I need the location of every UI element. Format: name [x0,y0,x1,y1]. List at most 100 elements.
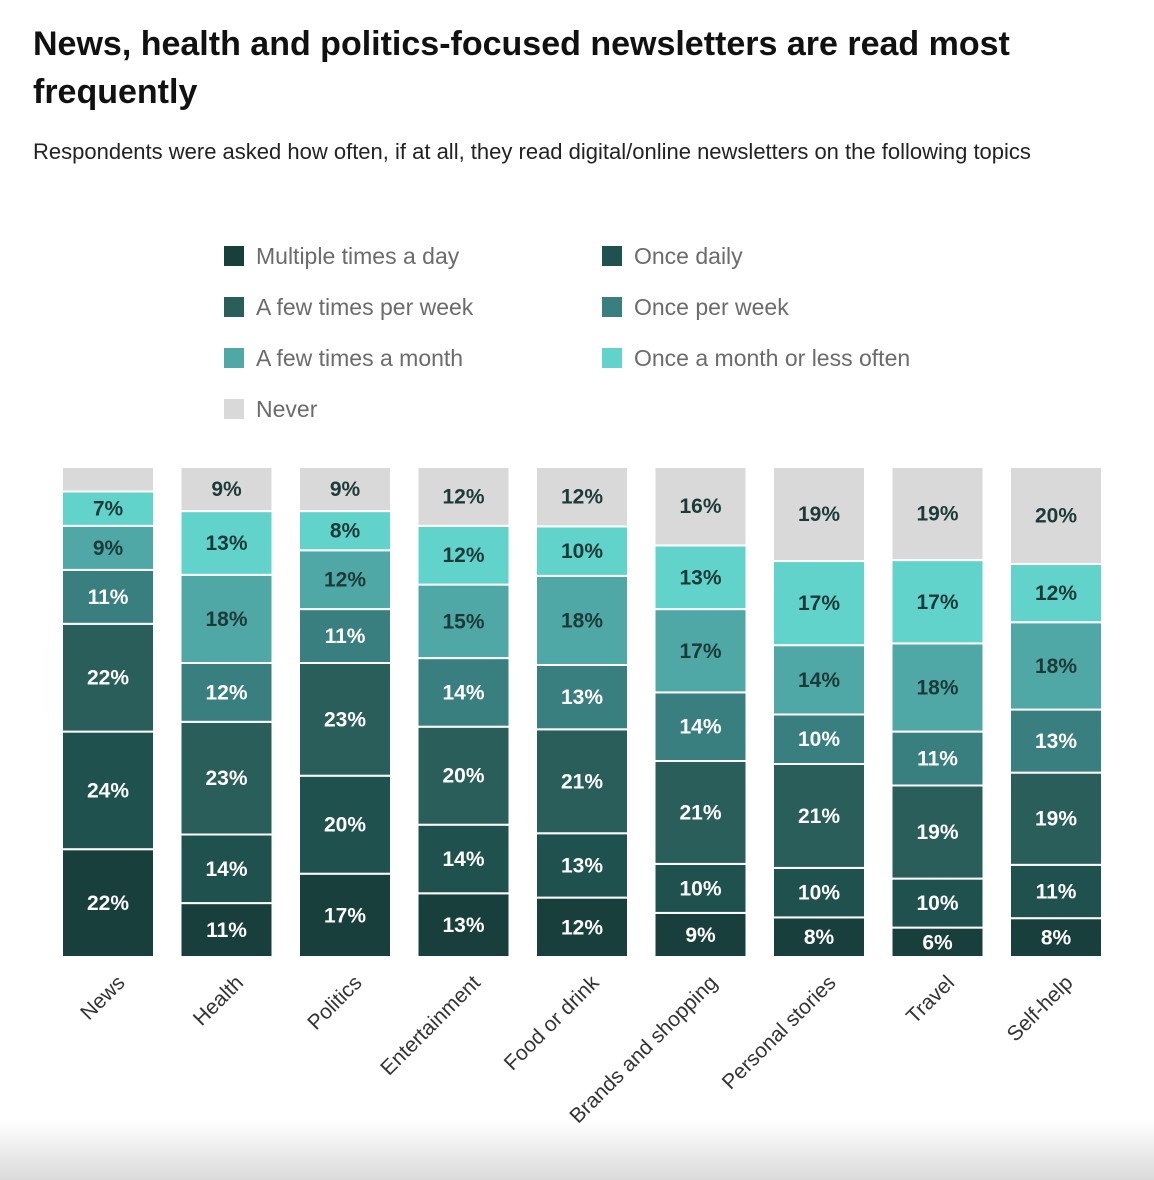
legend-item-few-month: A few times a month [224,343,463,373]
legend-label: A few times per week [256,293,474,320]
data-label: 22% [87,892,129,915]
bar-group-health: 11% 14% 23% 12% 18% 13% 9% [179,466,274,958]
data-label: 12% [561,486,603,509]
data-label: 6% [922,931,953,954]
data-label: 12% [324,569,366,592]
chart-title: News, health and politics-focused newsle… [33,25,1010,111]
bar-group-travel: 6% 10% 19% 11% 18% 17% 19% [890,466,985,958]
bar-segment-once-daily [416,823,511,895]
bar-group-politics: 17% 20% 23% 11% 12% 8% 9% [298,466,392,959]
data-label: 19% [916,821,958,844]
bar-segment-few-month [653,608,748,694]
data-label: 23% [324,708,366,731]
bar-segment-month-or-less [416,524,511,586]
bar-segment-multiple-daily [653,911,748,959]
data-label: 13% [205,532,247,555]
data-label: 14% [205,858,247,881]
data-label: 12% [1035,582,1077,605]
bar-segment-multiple-daily [416,892,511,958]
bar-segment-few-month [61,524,155,571]
data-label: 22% [87,667,129,690]
bar-segment-once-week [179,662,274,723]
data-label: 10% [561,540,603,563]
bar-segment-once-daily [535,832,629,899]
data-label: 11% [88,586,129,609]
legend-swatch [224,399,244,419]
bar-segment-never [535,466,629,528]
legend-item-month-or-less: Once a month or less often [602,343,910,373]
legend-swatch [602,348,622,368]
bar-segment-multiple-daily [1009,917,1103,958]
bar-segment-once-daily [298,774,392,875]
data-label: 17% [679,640,721,663]
legend-item-once-week: Once per week [602,292,789,322]
bar-segment-month-or-less [653,544,748,611]
chart-subtitle: Respondents were asked how often, if at … [33,139,1031,164]
bar-segment-never [416,466,511,527]
data-label: 23% [205,767,247,790]
data-label: 12% [561,916,603,939]
bar-segment-few-week [179,720,274,836]
legend-swatch [224,348,244,368]
data-label: 11% [1036,881,1077,904]
data-label: 12% [442,485,484,508]
category-label: Travel [902,971,959,1028]
data-label: 7% [93,498,124,521]
bar-segment-once-week [772,713,866,765]
bar-segment-once-daily [772,866,866,919]
bar-segment-few-month [535,574,629,666]
bar-segment-month-or-less [1009,563,1103,624]
bar-segment-few-week [298,662,392,777]
legend-label: A few times a month [256,344,464,371]
data-label: 17% [798,592,840,615]
legend-swatch [224,246,244,266]
bar-segment-month-or-less [179,510,274,576]
legend-swatch [224,297,244,317]
data-label: 10% [916,892,958,915]
bar-segment-once-daily [653,862,748,914]
bar-segment-once-week [890,730,985,787]
data-label: 14% [798,669,840,692]
data-label: 20% [1035,505,1077,528]
data-label: 18% [1035,655,1077,678]
legend-item-once-daily: Once daily [602,241,743,271]
bar-segment-multiple-daily [61,848,155,959]
data-label: 8% [804,926,835,949]
legend-item-never: Never [224,394,317,424]
data-label: 13% [1035,730,1077,753]
legend-item-few-week: A few times per week [224,292,473,322]
bar-segment-few-week [653,760,748,865]
data-label: 21% [798,805,840,828]
bar-segment-multiple-daily [535,896,629,959]
data-label: 13% [442,914,484,937]
data-label: 18% [916,677,958,700]
bar-segment-never [772,466,866,563]
legend-item-multiple-daily: Multiple times a day [224,241,459,271]
bar-group-news: 22% 24% 22% 11% 9% 7% [61,466,155,959]
legend-swatch [602,297,622,317]
legend-swatch [602,246,622,266]
data-label: 12% [442,544,484,567]
bar-segment-once-week [298,608,392,664]
data-label: 13% [561,854,603,877]
legend-label: Never [256,395,318,422]
data-label: 14% [442,848,484,871]
data-label: 16% [679,495,721,518]
data-label: 10% [679,877,721,900]
category-label: Food or drink [500,971,604,1075]
bar-segment-few-week [890,784,985,880]
category-label: Politics [303,971,366,1034]
bar-segment-few-week [1009,771,1103,866]
bar-segment-once-week [61,568,155,625]
bar-segment-multiple-daily [772,916,866,959]
legend-label: Multiple times a day [256,242,460,269]
data-label: 10% [798,882,840,905]
category-label: Personal stories [718,971,841,1094]
bar-segment-multiple-daily [298,872,392,959]
data-label: 19% [916,503,958,526]
data-label: 11% [206,919,247,942]
bar-segment-few-week [772,762,866,869]
data-label: 20% [324,814,366,837]
bar-group-entertainment: 13% 14% 20% 14% 15% 12% 12% [416,466,511,958]
